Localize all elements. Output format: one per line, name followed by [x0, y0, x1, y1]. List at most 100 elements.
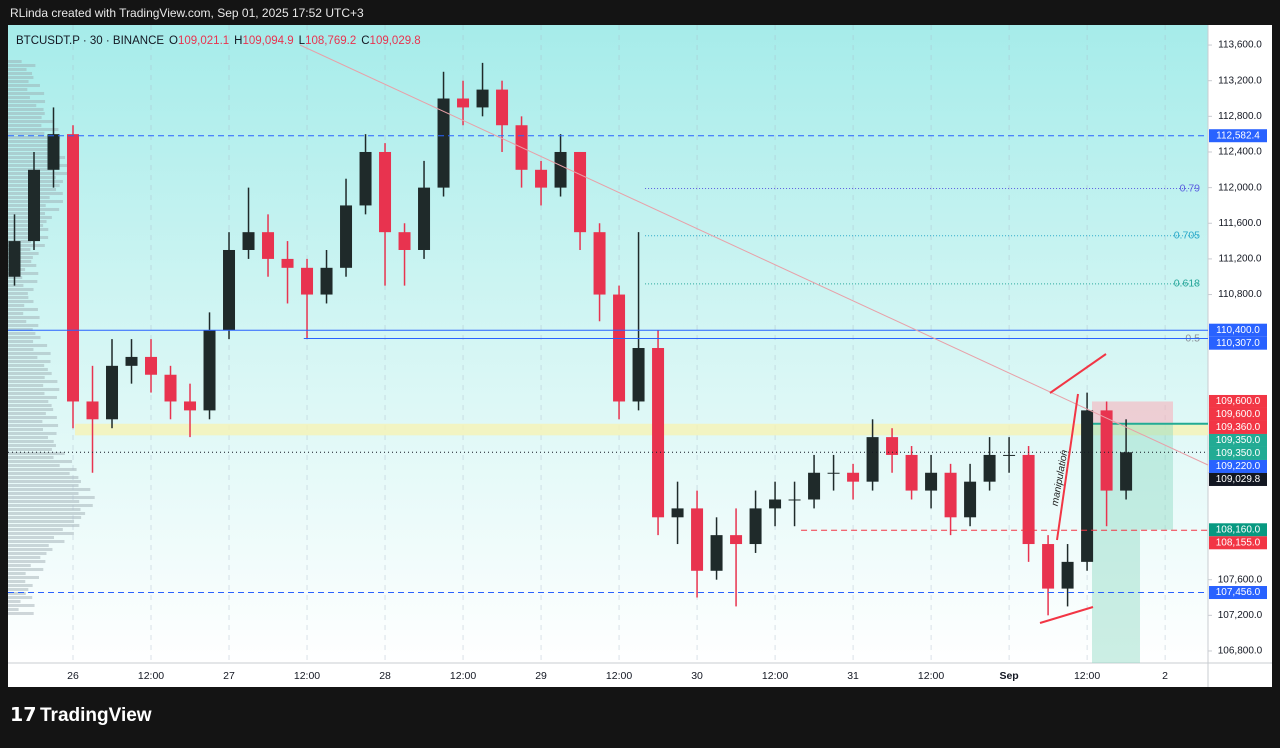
volume-profile — [8, 152, 56, 155]
y-tick-label: 111,600.0 — [1218, 218, 1261, 229]
volume-profile — [8, 512, 86, 515]
candle-body — [535, 169, 548, 188]
candle-body — [8, 241, 21, 277]
volume-profile — [8, 96, 30, 99]
volume-profile — [8, 380, 58, 383]
volume-profile — [8, 536, 54, 539]
volume-profile — [8, 436, 48, 439]
candle-body — [613, 294, 626, 402]
volume-profile — [8, 532, 74, 535]
ohlc-label: O — [169, 35, 178, 47]
volume-profile — [8, 368, 48, 371]
volume-profile — [8, 80, 29, 83]
x-tick-label: 12:00 — [918, 670, 944, 682]
volume-profile — [8, 160, 54, 163]
price-label-bg — [1209, 446, 1267, 460]
volume-profile — [8, 324, 39, 327]
volume-profile — [8, 384, 44, 387]
volume-profile — [8, 452, 65, 455]
volume-profile — [8, 552, 47, 555]
volume-profile — [8, 312, 24, 315]
candle-body — [983, 454, 996, 482]
candle-body — [652, 348, 665, 518]
volume-profile — [8, 540, 65, 543]
x-tick-label: 12:00 — [294, 670, 320, 682]
candle-body — [223, 249, 236, 331]
ohlc-value: 108,769.2 — [305, 35, 356, 47]
price-label: 110,400.0 — [1216, 325, 1260, 336]
candle-body — [437, 98, 450, 188]
x-tick-label: 12:00 — [762, 670, 788, 682]
plot-bg — [8, 25, 1208, 663]
candle-body — [632, 348, 645, 402]
y-tick-label: 107,600.0 — [1218, 574, 1263, 585]
candle-body — [28, 169, 41, 242]
candle-body — [359, 151, 372, 206]
candle-body — [827, 472, 840, 474]
drawn-line[interactable] — [1039, 606, 1094, 624]
candle-body — [281, 258, 294, 268]
candle-body — [788, 499, 801, 501]
volume-profile — [8, 292, 28, 295]
volume-profile — [8, 232, 36, 235]
ohlc-label: H — [234, 35, 242, 47]
y-tick-label: 107,200.0 — [1218, 610, 1263, 621]
position-extent — [1092, 529, 1140, 663]
price-label: 107,456.0 — [1216, 587, 1261, 598]
volume-profile — [8, 564, 31, 567]
volume-profile — [8, 480, 81, 483]
candle-body — [905, 454, 918, 491]
volume-profile — [8, 72, 33, 75]
volume-profile — [8, 492, 79, 495]
price-label: 108,160.0 — [1216, 524, 1261, 535]
candle-body — [847, 472, 860, 482]
symbol: BTCUSDT.P · 30 · BINANCE — [16, 35, 164, 47]
candle-body — [925, 472, 938, 491]
candle-body — [145, 356, 158, 375]
price-label-bg — [1209, 459, 1267, 473]
zone — [75, 423, 1208, 436]
volume-profile — [8, 396, 57, 399]
volume-profile — [8, 360, 51, 363]
candle-body — [1061, 561, 1074, 589]
candle-body — [593, 232, 606, 295]
volume-profile — [8, 504, 93, 507]
volume-profile — [8, 528, 63, 531]
volume-profile — [8, 288, 34, 291]
volume-profile — [8, 244, 45, 247]
candle-body — [574, 151, 587, 233]
volume-profile — [8, 320, 27, 323]
drawn-line[interactable] — [1056, 393, 1079, 541]
volume-profile — [8, 412, 46, 415]
x-tick-label: 12:00 — [450, 670, 476, 682]
volume-profile — [8, 60, 22, 63]
y-tick-label: 113,200.0 — [1218, 75, 1262, 86]
x-tick-label: 31 — [847, 670, 859, 682]
candle-body — [184, 401, 197, 411]
candle-body — [203, 330, 216, 411]
ohlc-label: L — [299, 35, 306, 47]
y-tick-label: 110,800.0 — [1218, 289, 1262, 300]
price-label: 109,350.0 — [1216, 435, 1261, 446]
volume-profile — [8, 592, 26, 595]
candle-body — [496, 89, 509, 126]
volume-profile — [8, 428, 43, 431]
ohlc-label: C — [361, 35, 369, 47]
volume-profile — [8, 64, 36, 67]
trend-line[interactable] — [299, 44, 1209, 466]
logo-mark: 𝟭𝟳 — [10, 705, 36, 726]
price-label-bg — [1209, 420, 1267, 434]
price-label-bg — [1209, 407, 1267, 421]
candle-body — [320, 267, 333, 295]
drawn-line[interactable] — [1049, 353, 1107, 394]
x-tick-label: 27 — [223, 670, 235, 682]
candle-body — [964, 481, 977, 518]
fib-label: 0.705 — [1174, 230, 1200, 242]
price-label: 109,600.0 — [1216, 396, 1261, 407]
volume-profile — [8, 316, 40, 319]
x-tick-label: Sep — [999, 670, 1018, 682]
candle-body — [730, 535, 743, 545]
x-tick-label: 12:00 — [1074, 670, 1100, 682]
volume-profile — [8, 68, 27, 71]
